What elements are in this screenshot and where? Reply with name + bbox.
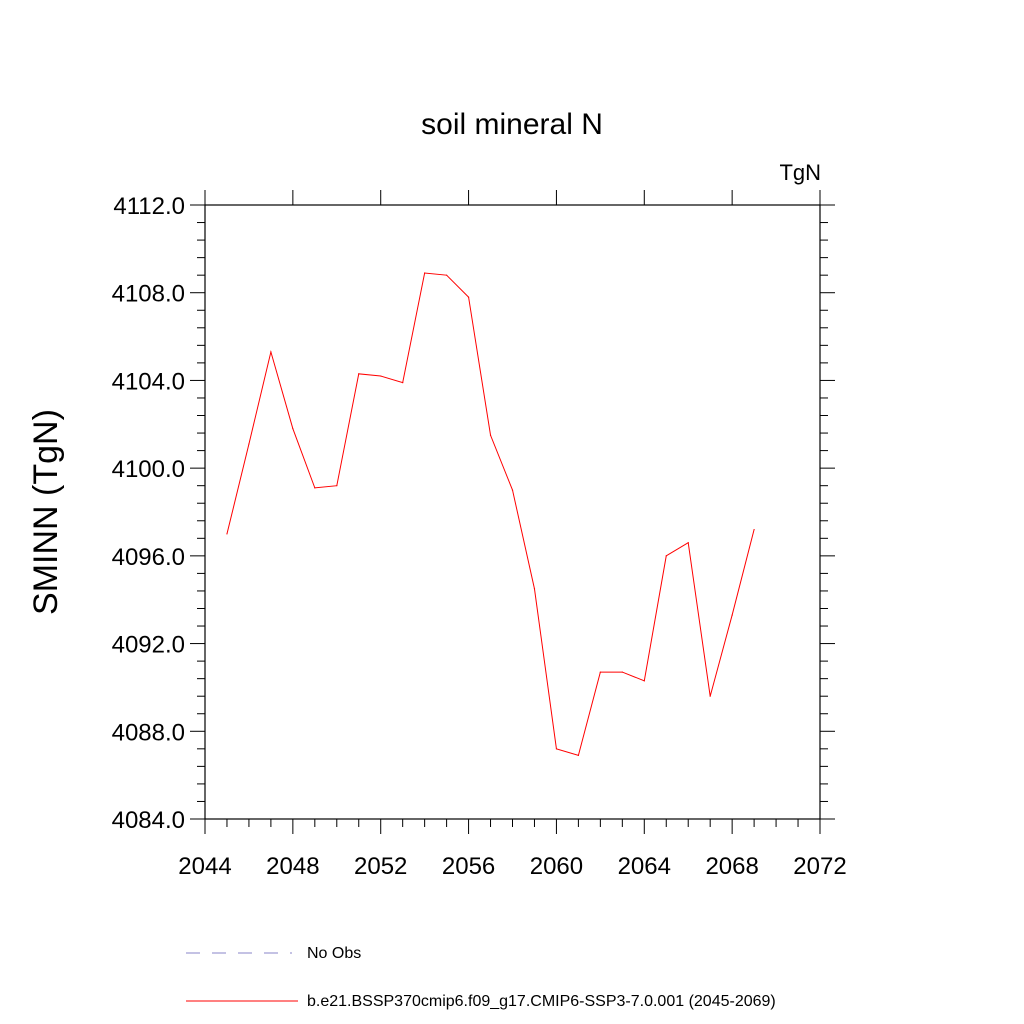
units-label: TgN — [779, 160, 821, 185]
data-point — [226, 533, 228, 535]
data-point — [709, 695, 711, 697]
data-point — [511, 489, 514, 491]
data-point — [753, 528, 755, 531]
data-point — [489, 434, 492, 436]
y-tick-label: 4100.0 — [112, 456, 185, 483]
data-point — [402, 382, 404, 384]
plot-frame — [204, 204, 821, 820]
y-tick-label: 4088.0 — [112, 719, 185, 746]
data-point — [358, 373, 360, 375]
data-point — [621, 671, 623, 673]
data-point — [446, 274, 448, 276]
legend-label-model: b.e21.BSSP370cmip6.f09_g17.CMIP6-SSP3-7.… — [307, 993, 776, 1010]
y-tick-label: 4104.0 — [112, 368, 185, 395]
data-point — [643, 680, 645, 682]
data-point — [577, 754, 579, 757]
x-tick-label: 2072 — [793, 853, 846, 880]
x-tick-label: 2060 — [530, 853, 583, 880]
x-axis-tick-labels: 2044 2048 2052 2056 2060 2064 2068 2072 — [178, 853, 846, 880]
series-line-0 — [226, 272, 755, 757]
y-tick-label: 4092.0 — [112, 632, 185, 659]
data-point — [292, 428, 294, 430]
x-tick-label: 2048 — [266, 853, 319, 880]
data-point — [380, 375, 382, 377]
series-layer — [226, 272, 755, 757]
legend: No Obs b.e21.BSSP370cmip6.f09_g17.CMIP6-… — [186, 945, 776, 1010]
data-point — [555, 748, 558, 750]
x-tick-label: 2052 — [354, 853, 407, 880]
data-point — [599, 671, 601, 673]
x-tick-label: 2056 — [442, 853, 495, 880]
y-axis-tick-labels: 4084.0 4088.0 4092.0 4096.0 4100.0 4104.0 4108… — [112, 193, 185, 834]
data-point — [336, 485, 338, 487]
y-tick-label: 4084.0 — [112, 807, 185, 834]
y-tick-label: 4112.0 — [113, 193, 185, 220]
x-tick-label: 2064 — [618, 853, 671, 880]
axis-ticks — [190, 190, 835, 834]
data-point — [248, 443, 250, 445]
data-point — [731, 614, 733, 616]
data-point — [533, 588, 536, 590]
data-point — [314, 487, 316, 489]
data-point — [467, 296, 470, 298]
y-tick-label: 4108.0 — [112, 281, 185, 308]
y-tick-label: 4096.0 — [112, 544, 185, 571]
data-point — [424, 272, 426, 274]
y-axis-label: SMINN (TgN) — [27, 409, 65, 615]
data-point — [665, 555, 667, 557]
chart-title: soil mineral N — [421, 108, 603, 141]
legend-label-no-obs: No Obs — [307, 945, 361, 962]
data-point — [687, 542, 689, 544]
x-tick-label: 2068 — [705, 853, 758, 880]
data-point — [270, 351, 272, 353]
x-tick-label: 2044 — [178, 853, 231, 880]
